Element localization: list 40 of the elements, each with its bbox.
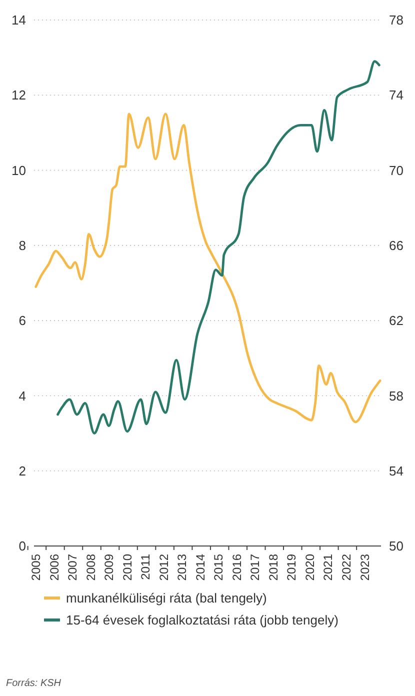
x-tick-label: 2020 [302,554,317,581]
x-tick-label: 2015 [212,554,226,581]
line-series [56,60,380,434]
y-tick-label: 14 [12,12,26,28]
x-tick-label: 2009 [102,554,116,581]
x-tick-label: 2017 [248,554,262,581]
x-tick-label: 2019 [284,554,299,581]
y2-tick-label: 78 [389,12,404,28]
x-tick-label: 2021 [321,554,336,581]
x-tick-label: 2016 [230,554,244,581]
x-tick-label: 2007 [66,554,80,581]
x-tick-label: 2010 [120,554,134,581]
x-tick-label: 2022 [340,554,354,581]
y-tick-label: 0 [18,538,26,554]
x-tick-label: 2023 [358,554,372,581]
x-tick-label: 2012 [156,554,171,581]
y2-tick-label: 58 [389,388,404,404]
x-tick-label: 2005 [29,554,44,581]
y2-tick-label: 74 [389,88,404,103]
y2-tick-label: 66 [389,238,404,253]
text: Forrás: KSH [6,678,62,689]
line-series [34,112,382,424]
legend-label: munkanélküliségi ráta (bal tengely) [66,590,267,606]
x-tick-label: 2014 [193,554,208,581]
y-tick-label: 10 [12,162,26,178]
x-tick-label: 2013 [175,554,190,581]
y2-tick-label: 54 [389,463,404,478]
x-tick-label: 2006 [47,554,62,581]
y-tick-label: 8 [18,238,26,253]
y2-tick-label: 62 [389,313,404,328]
y-tick-label: 6 [18,313,26,328]
y-tick-label: 12 [12,88,26,103]
y2-tick-label: 70 [389,162,404,178]
x-tick-label: 2011 [138,554,153,580]
x-tick-label: 2018 [266,554,280,581]
y-tick-label: 4 [18,388,26,404]
legend-label: 15-64 évesek foglalkoztatási ráta (jobb tengely) [66,612,338,628]
y2-tick-label: 50 [389,538,404,554]
y-tick-label: 2 [18,463,26,478]
x-tick-label: 2008 [84,554,98,581]
